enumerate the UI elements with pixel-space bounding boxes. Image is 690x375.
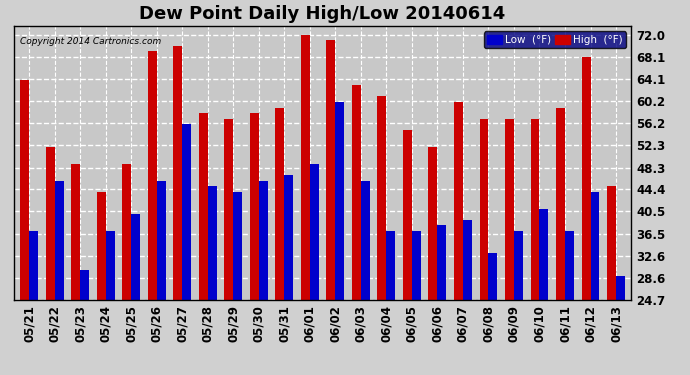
Bar xyxy=(335,102,344,300)
Bar xyxy=(233,192,242,300)
Bar xyxy=(71,164,80,300)
Bar xyxy=(20,80,29,300)
Bar xyxy=(454,102,463,300)
Bar xyxy=(173,46,182,300)
Bar xyxy=(412,231,421,300)
Bar xyxy=(403,130,412,300)
Bar xyxy=(540,209,549,300)
Bar xyxy=(199,113,208,300)
Bar xyxy=(463,220,472,300)
Bar xyxy=(352,85,361,300)
Bar xyxy=(582,57,591,300)
Bar xyxy=(607,186,616,300)
Bar xyxy=(565,231,574,300)
Bar xyxy=(55,180,63,300)
Bar xyxy=(275,108,284,300)
Bar xyxy=(591,192,600,300)
Bar xyxy=(29,231,38,300)
Bar xyxy=(531,119,540,300)
Bar xyxy=(284,175,293,300)
Bar xyxy=(377,96,386,300)
Bar xyxy=(326,40,335,300)
Bar xyxy=(80,270,89,300)
Bar xyxy=(616,276,625,300)
Bar xyxy=(131,214,140,300)
Bar xyxy=(250,113,259,300)
Bar xyxy=(428,147,437,300)
Bar xyxy=(106,231,115,300)
Bar xyxy=(97,192,106,300)
Bar xyxy=(148,51,157,300)
Bar xyxy=(505,119,514,300)
Bar xyxy=(310,164,319,300)
Text: Copyright 2014 Cartronics.com: Copyright 2014 Cartronics.com xyxy=(20,37,161,46)
Bar xyxy=(386,231,395,300)
Bar xyxy=(122,164,131,300)
Bar xyxy=(301,34,310,300)
Bar xyxy=(259,180,268,300)
Bar xyxy=(46,147,55,300)
Bar xyxy=(514,231,523,300)
Legend: Low  (°F), High  (°F): Low (°F), High (°F) xyxy=(484,32,626,48)
Title: Dew Point Daily High/Low 20140614: Dew Point Daily High/Low 20140614 xyxy=(139,5,506,23)
Bar xyxy=(182,124,191,300)
Bar xyxy=(361,180,370,300)
Bar xyxy=(208,186,217,300)
Bar xyxy=(489,254,497,300)
Bar xyxy=(437,225,446,300)
Bar xyxy=(157,180,166,300)
Bar xyxy=(556,108,565,300)
Bar xyxy=(480,119,489,300)
Bar xyxy=(224,119,233,300)
